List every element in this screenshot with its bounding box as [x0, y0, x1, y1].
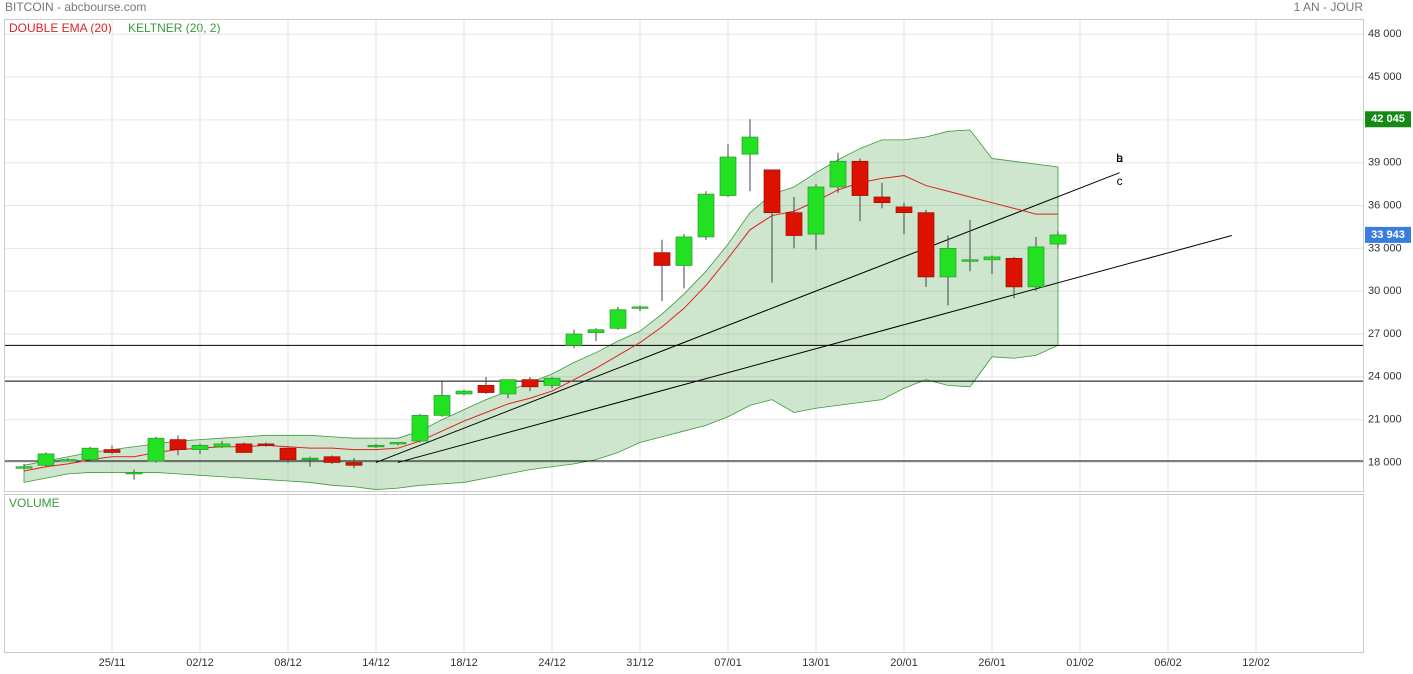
candle-body: [697, 193, 715, 238]
candle-body: [191, 444, 209, 450]
candle-body: [389, 442, 407, 445]
candle-body: [917, 212, 935, 278]
x-tick-label: 13/01: [802, 657, 830, 669]
price-panel: [4, 19, 1364, 492]
y-tick-label: 36 000: [1368, 199, 1402, 211]
trendline-label: c: [1117, 174, 1123, 188]
candle-body: [1049, 234, 1067, 245]
x-tick-label: 26/01: [978, 657, 1006, 669]
candle-body: [653, 252, 671, 266]
candle-body: [125, 472, 143, 475]
candle-body: [829, 160, 847, 188]
y-tick-label: 48 000: [1368, 28, 1402, 40]
candle-body: [763, 169, 781, 214]
candle-body: [961, 259, 979, 262]
trendline: [375, 172, 1120, 463]
legend-keltner: KELTNER (20, 2): [128, 21, 220, 35]
candle-body: [103, 449, 121, 453]
candle-body: [631, 306, 649, 309]
candle-body: [499, 379, 517, 395]
candle-body: [81, 447, 99, 460]
candle-body: [257, 443, 275, 446]
candle-body: [345, 462, 363, 466]
candle-body: [807, 186, 825, 235]
trendline: [397, 235, 1232, 463]
x-tick-label: 25/11: [99, 657, 126, 669]
x-tick-label: 01/02: [1066, 657, 1094, 669]
x-tick-label: 14/12: [362, 657, 390, 669]
candle-body: [213, 443, 231, 448]
candle-body: [1005, 258, 1023, 288]
x-tick-label: 02/12: [186, 657, 214, 669]
volume-title: VOLUME: [9, 496, 60, 510]
candle-body: [301, 457, 319, 461]
price-box: [1365, 111, 1411, 128]
y-tick-label: 24 000: [1368, 371, 1402, 383]
candle-body: [873, 196, 891, 204]
candle-body: [15, 466, 33, 469]
x-tick-label: 20/01: [890, 657, 918, 669]
price-box-label: 33 943: [1371, 229, 1405, 241]
candle-body: [851, 160, 869, 196]
candle-body: [565, 333, 583, 346]
x-tick-label: 18/12: [450, 657, 478, 669]
candle-body: [719, 156, 737, 196]
candle-body: [741, 136, 759, 155]
y-tick-label: 45 000: [1368, 71, 1402, 83]
candle-body: [675, 236, 693, 266]
candle-body: [1027, 246, 1045, 288]
y-tick-label: 39 000: [1368, 157, 1402, 169]
candle-body: [983, 256, 1001, 261]
y-tick-label: 21 000: [1368, 414, 1402, 426]
candle-body: [59, 459, 77, 462]
candle-body: [587, 329, 605, 333]
trendline-label: b: [1116, 151, 1123, 165]
period[interactable]: 1 AN - JOUR: [1294, 0, 1364, 14]
y-tick-label: 30 000: [1368, 285, 1402, 297]
y-tick-label: 27 000: [1368, 328, 1402, 340]
candle-body: [477, 385, 495, 393]
candle-body: [895, 206, 913, 214]
price-box-label: 42 045: [1371, 113, 1405, 125]
candle-body: [37, 453, 55, 466]
x-tick-label: 31/12: [626, 657, 654, 669]
candle-body: [939, 248, 957, 278]
x-tick-label: 07/01: [714, 657, 742, 669]
candle-body: [543, 377, 561, 386]
candle-body: [433, 395, 451, 416]
candle-body: [367, 444, 385, 448]
y-tick-label: 18 000: [1368, 456, 1402, 468]
candle-body: [279, 447, 297, 460]
volume-panel: [4, 494, 1364, 653]
x-tick-label: 24/12: [538, 657, 566, 669]
candle-body: [147, 437, 165, 462]
y-tick-label: 33 000: [1368, 242, 1402, 254]
trendline-label: a: [1116, 151, 1123, 165]
candle-body: [411, 415, 429, 442]
candle-body: [785, 212, 803, 236]
candle-body: [455, 390, 473, 395]
x-tick-label: 12/02: [1242, 657, 1270, 669]
x-tick-label: 08/12: [274, 657, 302, 669]
candle-body: [609, 309, 627, 329]
candle-body: [521, 379, 539, 388]
chart-title: BITCOIN - abcbourse.com: [5, 0, 146, 14]
legend-ema: DOUBLE EMA (20): [9, 21, 112, 35]
price-box: [1365, 226, 1411, 243]
candle-body: [235, 443, 253, 453]
candle-body: [323, 456, 341, 463]
x-tick-label: 06/02: [1154, 657, 1182, 669]
candle-body: [169, 439, 187, 450]
